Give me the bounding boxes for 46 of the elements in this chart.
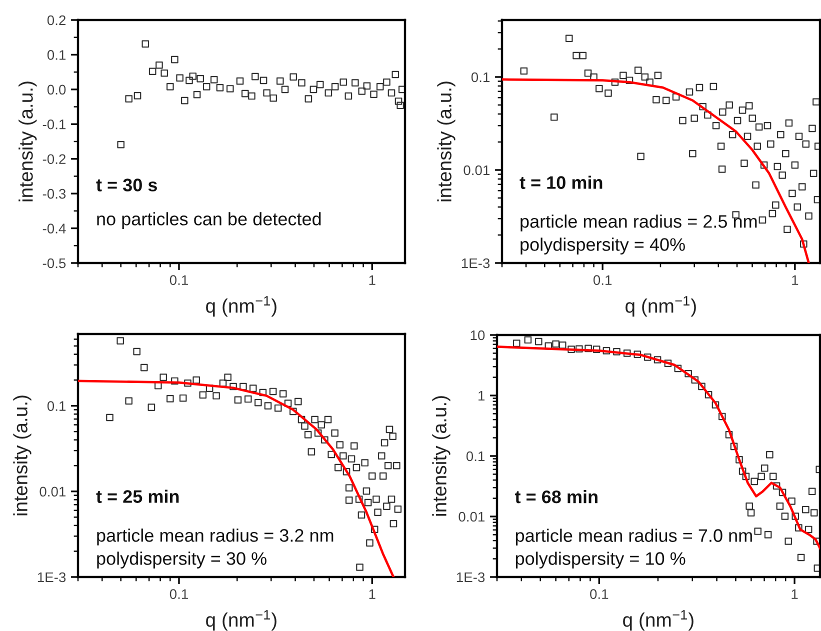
annotation: t = 68 min <box>514 490 598 504</box>
x-tick-label: 1 <box>792 275 798 285</box>
x-tick-label: 1 <box>369 275 376 285</box>
y-axis-title: intensity (a.u.) <box>437 82 456 202</box>
y-tick-label: -0.3 <box>42 188 66 199</box>
y-tick-label: 0.1 <box>471 72 490 82</box>
x-axis-title: q (nm$^{−1}$) <box>206 610 276 631</box>
x-axis-title: q (nm$^{−1}$) <box>206 296 276 317</box>
y-axis-title: intensity (a.u.) <box>13 396 32 516</box>
y-tick-label: 0.01 <box>458 512 485 522</box>
y-tick-label: -0.1 <box>42 119 66 130</box>
annotation: t = 25 min <box>96 490 179 503</box>
y-tick-label: 0.1 <box>47 50 66 60</box>
y-tick-label: -0.4 <box>42 224 66 234</box>
annotation: particle mean radius = 3.2 nm <box>97 528 334 546</box>
x-tick-label: 1 <box>792 589 798 599</box>
annotation: polydispersity = 40% <box>520 238 685 254</box>
annotation: t = 30 s <box>96 178 157 192</box>
x-tick-label: 1 <box>369 589 376 599</box>
annotation: t = 10 min <box>520 176 602 189</box>
y-tick-label: 1E-3 <box>38 572 66 582</box>
annotation: no particles can be detected <box>97 212 321 229</box>
annotation: polydispersity = 30 % <box>97 552 266 568</box>
y-tick-label: 0.1 <box>466 451 485 462</box>
y-tick-label: 0.0 <box>47 84 66 95</box>
x-tick-label: 0.1 <box>590 589 608 600</box>
y-tick-label: 10 <box>470 330 485 340</box>
annotation: particle mean radius = 2.5 nm <box>520 214 757 232</box>
x-tick-label: 0.1 <box>593 275 612 286</box>
y-tick-label: 0.01 <box>464 165 490 176</box>
y-tick-label: 0.01 <box>40 486 66 497</box>
annotation: polydispersity = 10 % <box>516 552 686 569</box>
y-tick-label: -0.2 <box>42 154 66 164</box>
y-tick-label: 0.1 <box>47 401 66 411</box>
y-tick-label: 1 <box>478 390 485 401</box>
x-tick-label: 0.1 <box>170 589 188 600</box>
y-axis-title: intensity (a.u.) <box>18 82 37 202</box>
y-tick-label: 1E-3 <box>462 258 490 268</box>
y-tick-label: 0.2 <box>47 15 66 26</box>
annotation: particle mean radius = 7.0 nm <box>516 528 752 546</box>
x-axis-title: q (nm$^{−1}$) <box>626 296 696 317</box>
y-tick-label: 1E-3 <box>456 572 485 582</box>
y-axis-title: intensity (a.u.) <box>432 396 450 516</box>
x-tick-label: 0.1 <box>170 275 188 286</box>
x-axis-title: q (nm$^{−1}$) <box>623 610 694 631</box>
y-tick-label: -0.5 <box>42 258 66 268</box>
